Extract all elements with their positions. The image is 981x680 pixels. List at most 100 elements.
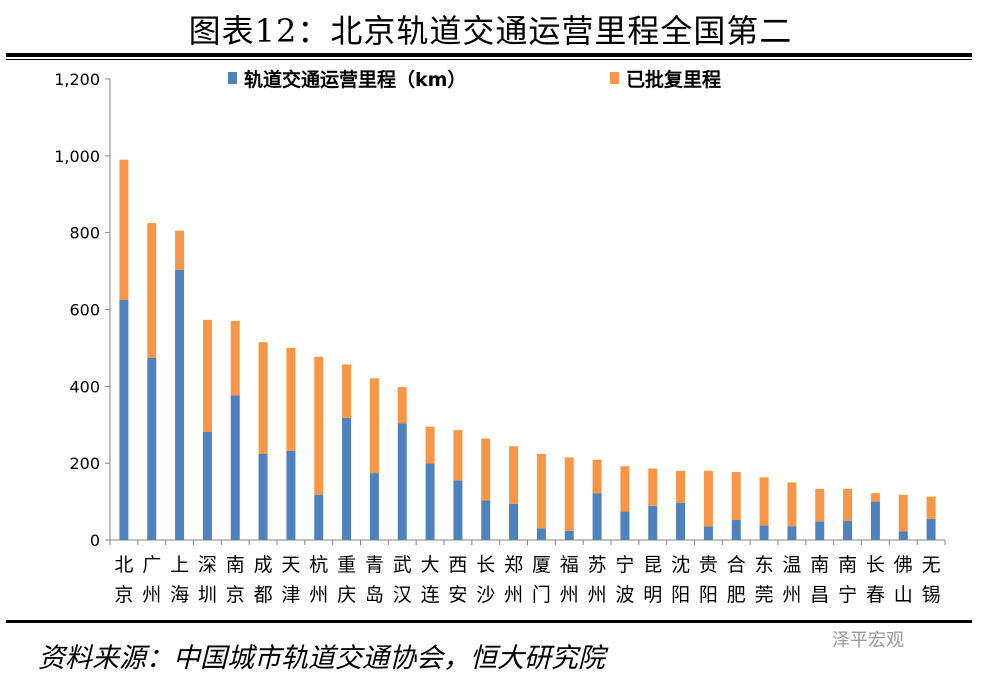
- bar-approved: [425, 426, 435, 464]
- bar-approved: [258, 342, 268, 454]
- x-tick-label: 南: [810, 554, 829, 576]
- watermark: 泽平宏观: [832, 630, 904, 651]
- bar-operational: [926, 518, 936, 540]
- stacked-bar-chart: 02004006008001,0001,200北京广州上海深圳南京成都天津杭州重…: [54, 68, 946, 606]
- x-tick-label: 锡: [922, 584, 941, 606]
- x-tick-label: 京: [114, 584, 133, 606]
- bar-approved: [703, 470, 713, 527]
- x-tick-label: 波: [615, 584, 634, 606]
- x-tick-label: 南: [226, 554, 245, 576]
- x-tick-label: 沈: [671, 554, 690, 576]
- legend-swatch: [610, 72, 619, 84]
- top-rule: [6, 53, 972, 57]
- x-tick-label: 上: [170, 554, 189, 576]
- bar-operational: [342, 417, 352, 540]
- x-tick-label: 福: [560, 554, 579, 576]
- x-tick-label: 昆: [643, 554, 662, 576]
- x-tick-label: 明: [643, 584, 662, 606]
- bar-operational: [119, 299, 129, 540]
- x-tick-label: 无: [922, 554, 941, 576]
- bar-operational: [648, 505, 658, 540]
- x-tick-label: 春: [866, 584, 885, 606]
- bar-operational: [592, 493, 602, 540]
- bar-approved: [481, 438, 491, 501]
- x-tick-label: 宁: [838, 584, 857, 606]
- bar-approved: [592, 459, 602, 494]
- bar-operational: [898, 531, 908, 540]
- bar-approved: [314, 356, 324, 495]
- x-tick-label: 大: [421, 554, 440, 576]
- x-tick-label: 京: [226, 584, 245, 606]
- x-tick-label: 东: [755, 554, 774, 576]
- x-tick-label: 广: [142, 554, 161, 576]
- x-tick-label: 岛: [365, 584, 384, 606]
- x-tick-label: 津: [281, 584, 300, 606]
- x-tick-label: 宁: [615, 554, 634, 576]
- y-tick-label: 400: [69, 377, 100, 396]
- bar-approved: [147, 223, 157, 358]
- x-tick-label: 深: [198, 554, 217, 576]
- y-tick-label: 0: [90, 531, 100, 550]
- bar-approved: [648, 468, 658, 506]
- bar-operational: [147, 357, 157, 540]
- bar-approved: [815, 488, 825, 522]
- y-tick-label: 1,200: [54, 70, 100, 89]
- bar-operational: [175, 269, 185, 540]
- bar-operational: [314, 494, 324, 540]
- bar-operational: [509, 503, 519, 540]
- x-tick-label: 重: [337, 554, 356, 576]
- x-tick-label: 州: [142, 584, 161, 606]
- x-tick-label: 贵: [699, 554, 718, 576]
- bar-approved: [676, 470, 686, 503]
- x-tick-label: 肥: [727, 584, 746, 606]
- x-tick-label: 温: [782, 554, 801, 576]
- bar-approved: [870, 493, 880, 502]
- x-tick-label: 州: [560, 584, 579, 606]
- x-tick-label: 阳: [699, 584, 718, 606]
- x-tick-label: 佛: [894, 554, 913, 576]
- x-tick-label: 州: [782, 584, 801, 606]
- y-tick-label: 200: [69, 454, 100, 473]
- x-tick-label: 苏: [588, 554, 607, 576]
- x-tick-label: 州: [309, 584, 328, 606]
- bar-operational: [202, 431, 212, 540]
- x-tick-label: 长: [866, 554, 885, 576]
- bar-approved: [342, 364, 352, 418]
- x-tick-label: 西: [448, 554, 467, 576]
- legend-label: 已批复里程: [626, 68, 721, 91]
- x-tick-label: 圳: [198, 584, 217, 606]
- x-tick-label: 州: [504, 584, 523, 606]
- bar-operational: [536, 528, 546, 540]
- bar-operational: [759, 525, 769, 540]
- x-tick-label: 汉: [393, 584, 412, 606]
- bar-operational: [870, 501, 880, 540]
- bar-operational: [815, 521, 825, 540]
- x-tick-label: 沙: [476, 584, 495, 606]
- bar-operational: [453, 480, 463, 540]
- bar-operational: [564, 530, 574, 540]
- x-tick-label: 北: [114, 554, 133, 576]
- bar-operational: [369, 473, 379, 540]
- x-tick-label: 厦: [532, 554, 551, 576]
- x-tick-label: 庆: [337, 584, 356, 606]
- legend-label: 轨道交通运营里程（km）: [244, 68, 466, 91]
- bar-operational: [620, 511, 630, 540]
- bar-approved: [453, 430, 463, 481]
- x-tick-label: 安: [448, 584, 467, 606]
- x-tick-label: 郑: [504, 554, 523, 576]
- x-tick-label: 南: [838, 554, 857, 576]
- bar-operational: [481, 500, 491, 540]
- bar-operational: [787, 526, 797, 540]
- x-tick-label: 青: [365, 554, 384, 576]
- bar-operational: [703, 526, 713, 540]
- source-note: 资料来源：中国城市轨道交通协会，恒大研究院: [38, 643, 605, 674]
- x-tick-label: 州: [588, 584, 607, 606]
- bar-approved: [620, 466, 630, 512]
- x-tick-label: 连: [421, 584, 440, 606]
- x-tick-label: 合: [727, 554, 746, 576]
- x-tick-label: 武: [393, 554, 412, 576]
- bar-approved: [564, 457, 574, 531]
- x-tick-label: 都: [254, 584, 273, 606]
- bar-operational: [676, 502, 686, 540]
- bar-approved: [787, 482, 797, 527]
